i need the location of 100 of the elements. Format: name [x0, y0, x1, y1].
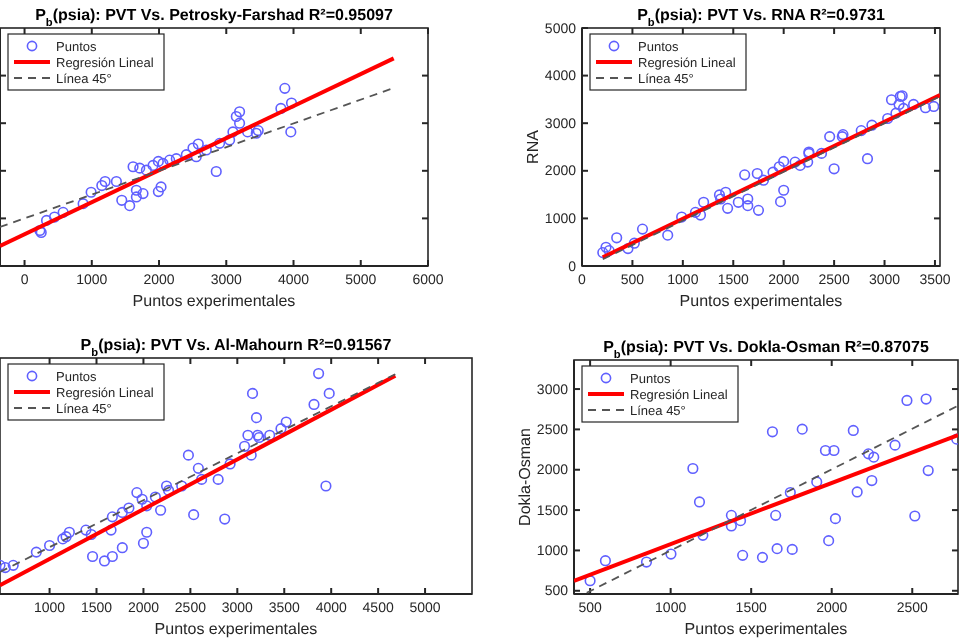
point	[124, 200, 136, 212]
point	[665, 548, 677, 560]
point	[600, 241, 612, 253]
point	[622, 243, 634, 255]
point	[200, 144, 212, 156]
point	[824, 131, 836, 143]
point	[742, 193, 754, 205]
point	[778, 155, 790, 167]
point	[280, 416, 292, 428]
point	[866, 474, 878, 487]
point	[176, 480, 188, 492]
point	[140, 164, 152, 176]
point	[909, 510, 921, 522]
point	[901, 394, 913, 406]
point	[862, 448, 875, 460]
point	[722, 202, 734, 214]
point	[123, 502, 135, 514]
point	[192, 138, 204, 150]
point	[889, 439, 901, 451]
point	[847, 424, 859, 437]
point	[137, 537, 150, 549]
point	[250, 412, 263, 424]
point	[116, 506, 128, 519]
point	[63, 526, 75, 538]
point	[238, 440, 251, 452]
point	[106, 511, 118, 523]
point	[224, 458, 236, 470]
point	[766, 426, 779, 438]
point	[141, 500, 153, 512]
chart-title: P$_{b}$(psia): PVT Vs. Dokla-Osman R²=0.87075	[603, 338, 930, 362]
point	[137, 188, 149, 200]
point	[689, 206, 702, 218]
point	[751, 167, 763, 180]
point	[715, 193, 727, 205]
point	[110, 175, 122, 188]
point	[80, 524, 92, 536]
point	[907, 98, 920, 111]
x-axis-title: Puntos experimentales	[679, 292, 843, 310]
x-axis-title: Puntos experimentales	[132, 292, 296, 310]
point	[275, 423, 287, 435]
point	[285, 126, 297, 138]
point	[192, 462, 204, 474]
point	[230, 110, 242, 123]
point	[131, 487, 143, 499]
point	[861, 153, 874, 165]
point	[214, 137, 226, 149]
point	[136, 493, 148, 505]
point	[323, 387, 335, 399]
point	[771, 543, 783, 555]
point	[7, 559, 19, 571]
x-axis-title: Puntos experimentales	[154, 620, 318, 638]
point	[116, 194, 128, 206]
point	[134, 162, 146, 174]
point	[130, 191, 142, 203]
point	[786, 543, 798, 555]
point	[628, 237, 640, 249]
point	[98, 555, 111, 567]
point	[796, 423, 808, 435]
point	[893, 98, 905, 111]
point	[242, 429, 254, 441]
point	[163, 484, 175, 496]
point	[57, 206, 69, 218]
y-axis-title: Dokla-Osman	[516, 428, 534, 526]
point	[636, 223, 649, 235]
point	[43, 539, 56, 552]
chart-title: P$_{b}$(psia): PVT Vs. Petrosky-Farshad R²=0.95097	[35, 6, 394, 30]
point	[770, 509, 782, 521]
point	[828, 163, 840, 175]
point	[757, 174, 770, 186]
point	[30, 546, 42, 558]
point	[246, 387, 259, 399]
point	[662, 229, 674, 241]
point	[308, 398, 320, 411]
point	[182, 449, 194, 461]
point	[778, 184, 790, 196]
point	[196, 473, 208, 485]
point	[920, 393, 932, 405]
point	[155, 181, 167, 193]
point	[819, 444, 832, 457]
point	[147, 159, 159, 171]
point	[313, 368, 325, 380]
point	[882, 112, 894, 125]
point	[188, 509, 200, 521]
point	[919, 102, 932, 114]
point	[599, 555, 611, 567]
point	[752, 204, 765, 216]
point	[152, 186, 164, 198]
point	[811, 476, 823, 488]
point	[687, 462, 699, 475]
point	[96, 179, 108, 192]
point	[245, 449, 257, 461]
chart-title: P$_{b}$(psia): PVT Vs. Al-Mahourn R²=0.91567	[80, 336, 393, 360]
point	[212, 473, 224, 485]
point	[773, 161, 785, 173]
point	[828, 444, 840, 457]
point	[737, 549, 749, 561]
point	[720, 186, 732, 198]
point	[77, 198, 89, 210]
point	[152, 155, 164, 167]
point	[774, 196, 787, 208]
